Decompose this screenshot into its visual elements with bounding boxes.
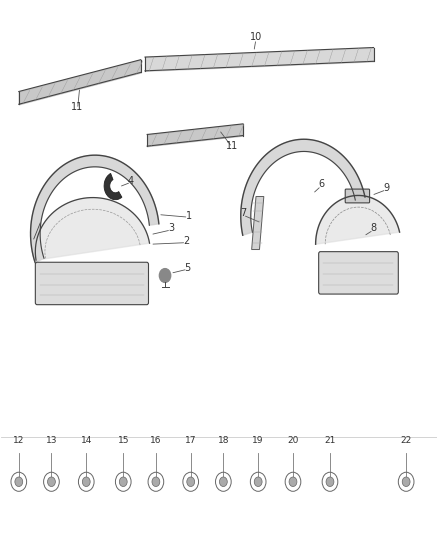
Text: 15: 15	[117, 435, 129, 445]
Polygon shape	[241, 139, 365, 235]
Circle shape	[82, 477, 90, 487]
Text: 1: 1	[185, 211, 191, 221]
Text: 8: 8	[371, 223, 377, 233]
Text: 5: 5	[184, 263, 191, 272]
Text: 20: 20	[287, 435, 299, 445]
Circle shape	[187, 477, 194, 487]
Circle shape	[219, 477, 227, 487]
Circle shape	[159, 269, 171, 282]
Circle shape	[289, 477, 297, 487]
FancyBboxPatch shape	[319, 252, 398, 294]
Text: 10: 10	[250, 33, 262, 43]
Text: 11: 11	[71, 102, 84, 112]
Text: 18: 18	[218, 435, 229, 445]
Circle shape	[119, 477, 127, 487]
Circle shape	[402, 477, 410, 487]
Polygon shape	[316, 196, 399, 244]
Polygon shape	[31, 155, 159, 263]
Text: 19: 19	[252, 435, 264, 445]
Text: 16: 16	[150, 435, 162, 445]
Text: 11: 11	[226, 141, 238, 151]
Text: 22: 22	[400, 435, 412, 445]
Circle shape	[326, 477, 334, 487]
Polygon shape	[252, 197, 264, 249]
Text: 14: 14	[81, 435, 92, 445]
Text: 12: 12	[13, 435, 25, 445]
Circle shape	[47, 477, 55, 487]
Text: 2: 2	[183, 236, 190, 246]
Text: 6: 6	[318, 179, 325, 189]
Text: 3: 3	[168, 223, 174, 233]
FancyBboxPatch shape	[35, 262, 148, 305]
Wedge shape	[104, 173, 122, 200]
Text: 7: 7	[240, 208, 246, 219]
Text: 17: 17	[185, 435, 197, 445]
Polygon shape	[35, 198, 149, 260]
Text: 4: 4	[128, 175, 134, 185]
Text: 13: 13	[46, 435, 57, 445]
Circle shape	[15, 477, 23, 487]
Circle shape	[254, 477, 262, 487]
FancyBboxPatch shape	[345, 189, 370, 203]
Text: 21: 21	[324, 435, 336, 445]
Circle shape	[152, 477, 160, 487]
Text: 9: 9	[384, 183, 390, 193]
